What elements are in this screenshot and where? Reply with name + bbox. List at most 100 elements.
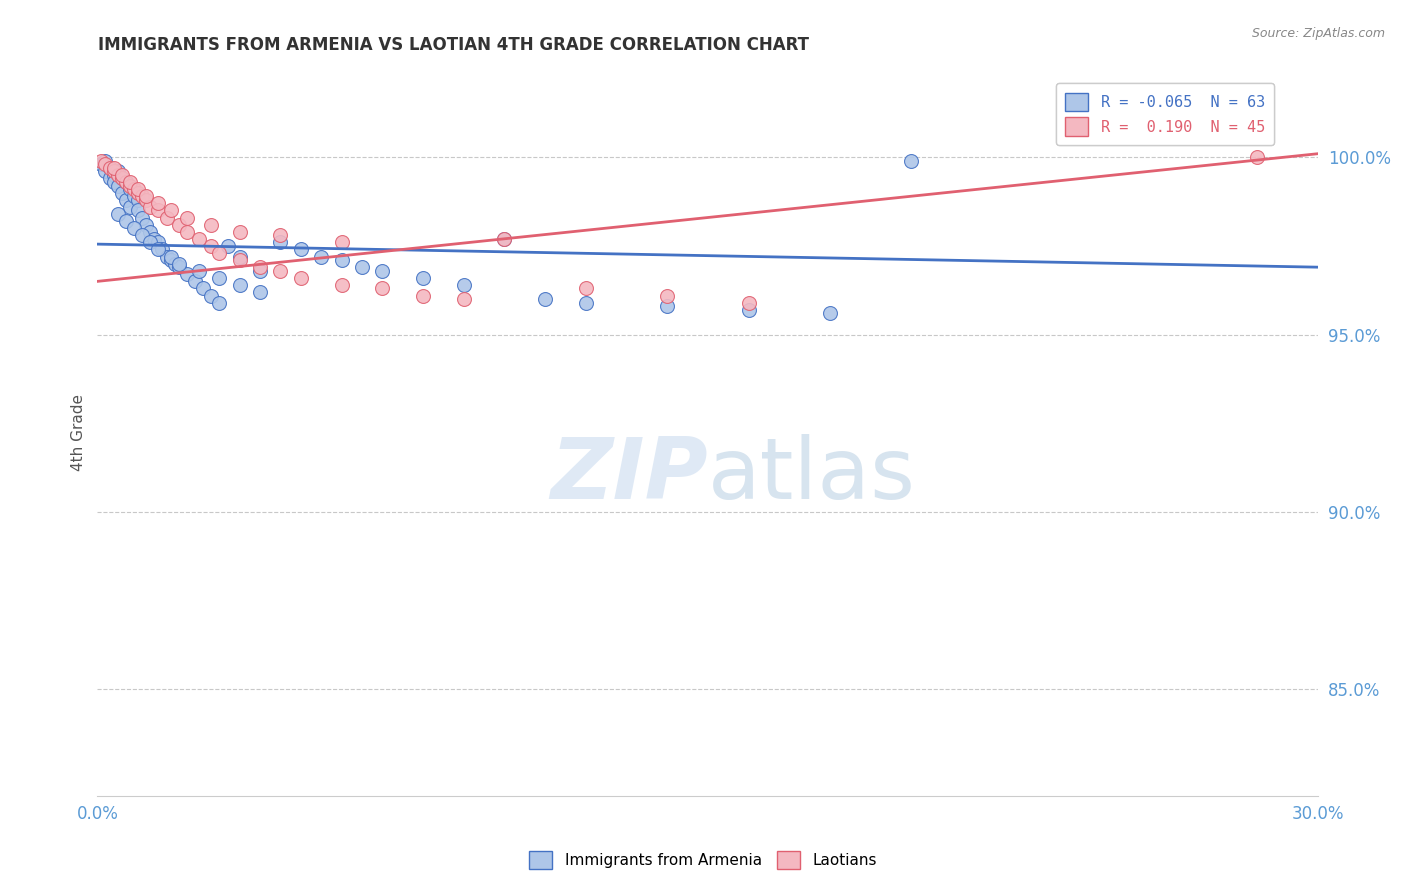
- Point: [139, 235, 162, 250]
- Point: [122, 182, 145, 196]
- Point: [249, 264, 271, 278]
- Point: [309, 250, 332, 264]
- Point: [191, 281, 214, 295]
- Point: [217, 239, 239, 253]
- Point: [148, 235, 170, 250]
- Point: [94, 153, 117, 168]
- Point: [371, 281, 394, 295]
- Point: [98, 171, 121, 186]
- Point: [127, 182, 149, 196]
- Point: [412, 288, 434, 302]
- Point: [94, 164, 117, 178]
- Point: [115, 175, 138, 189]
- Point: [900, 153, 922, 168]
- Point: [188, 232, 211, 246]
- Point: [737, 295, 759, 310]
- Point: [122, 221, 145, 235]
- Point: [200, 288, 222, 302]
- Point: [229, 253, 252, 268]
- Point: [200, 239, 222, 253]
- Point: [453, 277, 475, 292]
- Point: [208, 270, 231, 285]
- Point: [118, 175, 141, 189]
- Point: [229, 250, 252, 264]
- Point: [200, 218, 222, 232]
- Point: [111, 168, 134, 182]
- Point: [655, 288, 678, 302]
- Point: [127, 186, 149, 200]
- Point: [131, 189, 153, 203]
- Point: [818, 306, 841, 320]
- Point: [148, 243, 170, 257]
- Point: [135, 218, 157, 232]
- Text: atlas: atlas: [707, 434, 915, 517]
- Point: [135, 189, 157, 203]
- Point: [330, 235, 353, 250]
- Point: [176, 211, 198, 225]
- Point: [139, 225, 162, 239]
- Point: [155, 211, 177, 225]
- Point: [269, 264, 291, 278]
- Point: [107, 178, 129, 193]
- Y-axis label: 4th Grade: 4th Grade: [72, 393, 86, 471]
- Point: [103, 164, 125, 178]
- Text: IMMIGRANTS FROM ARMENIA VS LAOTIAN 4TH GRADE CORRELATION CHART: IMMIGRANTS FROM ARMENIA VS LAOTIAN 4TH G…: [98, 36, 810, 54]
- Point: [655, 299, 678, 313]
- Point: [159, 253, 181, 268]
- Point: [494, 232, 516, 246]
- Point: [139, 200, 162, 214]
- Point: [118, 200, 141, 214]
- Point: [103, 161, 125, 175]
- Point: [115, 193, 138, 207]
- Point: [107, 207, 129, 221]
- Point: [98, 161, 121, 175]
- Point: [167, 260, 190, 275]
- Point: [249, 260, 271, 275]
- Point: [103, 168, 125, 182]
- Point: [167, 218, 190, 232]
- Point: [163, 257, 186, 271]
- Point: [135, 193, 157, 207]
- Point: [111, 186, 134, 200]
- Point: [90, 153, 112, 168]
- Point: [148, 203, 170, 218]
- Legend: Immigrants from Armenia, Laotians: Immigrants from Armenia, Laotians: [523, 845, 883, 875]
- Point: [269, 228, 291, 243]
- Point: [290, 243, 312, 257]
- Point: [350, 260, 373, 275]
- Point: [290, 270, 312, 285]
- Point: [575, 295, 598, 310]
- Point: [118, 182, 141, 196]
- Point: [412, 270, 434, 285]
- Point: [143, 232, 166, 246]
- Point: [107, 168, 129, 182]
- Point: [176, 267, 198, 281]
- Point: [534, 292, 557, 306]
- Point: [1246, 150, 1268, 164]
- Point: [371, 264, 394, 278]
- Point: [494, 232, 516, 246]
- Text: ZIP: ZIP: [550, 434, 707, 517]
- Point: [111, 171, 134, 186]
- Point: [269, 235, 291, 250]
- Point: [229, 277, 252, 292]
- Point: [176, 225, 198, 239]
- Point: [131, 211, 153, 225]
- Point: [127, 203, 149, 218]
- Legend: R = -0.065  N = 63, R =  0.190  N = 45: R = -0.065 N = 63, R = 0.190 N = 45: [1056, 84, 1274, 145]
- Point: [184, 274, 207, 288]
- Point: [188, 264, 211, 278]
- Point: [155, 250, 177, 264]
- Point: [249, 285, 271, 299]
- Point: [453, 292, 475, 306]
- Point: [98, 161, 121, 175]
- Point: [111, 171, 134, 186]
- Text: Source: ZipAtlas.com: Source: ZipAtlas.com: [1251, 27, 1385, 40]
- Point: [107, 164, 129, 178]
- Point: [122, 189, 145, 203]
- Point: [159, 203, 181, 218]
- Point: [229, 225, 252, 239]
- Point: [167, 257, 190, 271]
- Point: [118, 178, 141, 193]
- Point: [208, 295, 231, 310]
